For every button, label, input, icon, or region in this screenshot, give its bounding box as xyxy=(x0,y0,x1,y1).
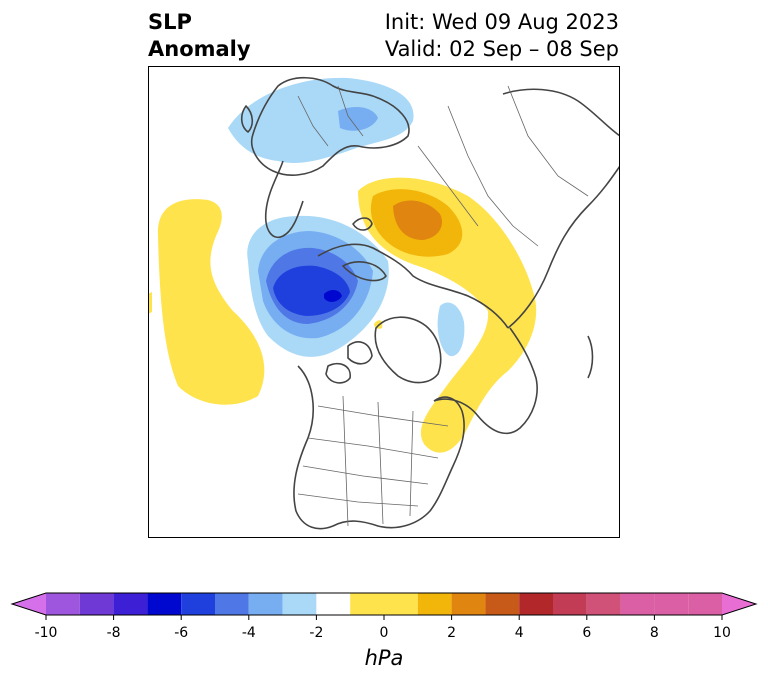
negative-anomaly-barents-4 xyxy=(273,265,350,316)
valid-range: Valid: 02 Sep – 08 Sep xyxy=(384,37,619,61)
negative-anomaly-europe xyxy=(228,77,414,163)
colorbar-unit-label: hPa xyxy=(364,646,404,670)
colorbar-swatch xyxy=(688,593,722,615)
colorbar-swatches xyxy=(10,592,758,616)
colorbar-swatch xyxy=(485,593,520,615)
north-america-border-1 xyxy=(317,405,449,427)
anomaly-fill-layer xyxy=(148,77,537,453)
title-subtitle: Anomaly xyxy=(148,37,251,61)
asia-border-1 xyxy=(447,105,539,247)
forecast-dates: Init: Wed 09 Aug 2023 Valid: 02 Sep – 08… xyxy=(385,9,619,63)
europe-coastline xyxy=(251,76,410,176)
colorbar-tick-label: -8 xyxy=(106,625,121,641)
border-layer xyxy=(297,85,589,527)
map-background xyxy=(148,66,620,538)
colorbar-swatch xyxy=(417,593,452,615)
coastline-layer xyxy=(240,76,620,530)
greenland-coastline xyxy=(374,316,442,384)
slp-anomaly-map xyxy=(148,66,620,538)
colorbar-swatch xyxy=(350,593,418,615)
colorbar-tick-label: 10 xyxy=(713,625,731,641)
colorbar-swatch xyxy=(248,593,283,615)
europe-border-2 xyxy=(337,85,364,137)
colorbar-swatch xyxy=(147,593,182,615)
colorbar-swatch xyxy=(553,593,587,615)
colorbar-swatch xyxy=(519,593,553,615)
north-america-border-6 xyxy=(377,401,384,525)
canadian-islands-coastline xyxy=(325,341,373,384)
colorbar-swatch xyxy=(620,593,655,615)
colorbar-tick-label: 6 xyxy=(582,625,592,641)
novaya-zemlya-coastline xyxy=(342,261,387,282)
colorbar-swatch xyxy=(654,593,689,615)
asia-inner-coastline xyxy=(502,88,620,137)
europe-border-1 xyxy=(297,95,329,147)
colorbar-swatch xyxy=(316,593,351,615)
north-america-border-4 xyxy=(297,493,419,507)
siberia-coastline xyxy=(317,243,509,329)
colorbar-swatch xyxy=(451,593,486,615)
colorbar-extend-max xyxy=(722,593,756,615)
japan-coastline xyxy=(587,335,594,379)
colorbar-tick-label: 0 xyxy=(379,625,389,641)
negative-anomaly-hudson xyxy=(437,302,465,357)
negative-anomaly-barents-core xyxy=(324,290,342,302)
colorbar-tick-label: -4 xyxy=(241,625,256,641)
colorbar-tick-label: -10 xyxy=(34,625,58,641)
positive-anomaly-pacific xyxy=(157,199,265,405)
title-variable: SLP xyxy=(148,10,192,34)
colorbar-swatch xyxy=(215,593,249,615)
colorbar-swatch xyxy=(181,593,215,615)
colorbar-extend-min xyxy=(12,593,46,615)
colorbar-tick-label: 2 xyxy=(447,625,457,641)
asia-east-coastline xyxy=(507,165,620,329)
uk-coastline xyxy=(240,105,254,133)
svalbard-coastline xyxy=(352,217,373,231)
map-frame xyxy=(148,66,620,538)
colorbar-swatch xyxy=(282,593,317,615)
positive-anomaly-small xyxy=(374,320,383,329)
north-america-coastline xyxy=(293,365,465,530)
map-title: SLP Anomaly xyxy=(148,9,251,63)
colorbar xyxy=(10,592,758,620)
negative-anomaly-europe-core xyxy=(338,106,378,131)
colorbar-tickmarks xyxy=(45,615,723,620)
alaska-coastline xyxy=(433,327,538,435)
colorbar-swatch xyxy=(79,593,114,615)
north-america-border-7 xyxy=(409,410,414,517)
colorbar-swatch xyxy=(586,593,621,615)
positive-anomaly-beaufort-3 xyxy=(393,200,443,240)
colorbar-tick-label: 8 xyxy=(649,625,659,641)
colorbar-tick-label: -2 xyxy=(309,625,324,641)
colorbar-swatch xyxy=(113,593,148,615)
init-date: Init: Wed 09 Aug 2023 xyxy=(384,10,619,34)
asia-border-3 xyxy=(417,145,479,227)
north-america-border-5 xyxy=(342,395,349,527)
colorbar-tick-label: 4 xyxy=(514,625,524,641)
colorbar-swatch xyxy=(46,593,80,615)
asia-border-2 xyxy=(507,85,589,197)
north-america-border-3 xyxy=(302,465,429,485)
scandinavia-coastline xyxy=(264,160,304,238)
north-america-border-2 xyxy=(307,437,439,459)
colorbar-tick-label: -6 xyxy=(174,625,189,641)
